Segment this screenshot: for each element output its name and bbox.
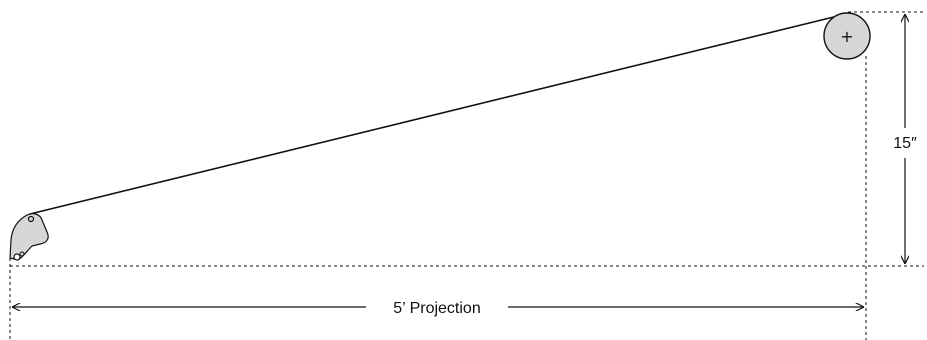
awning-arm-line	[29, 13, 847, 215]
pulley-wheel-icon: +	[823, 12, 871, 60]
projection-label: 5’ Projection	[393, 300, 480, 317]
pulley-symbol: +	[840, 27, 853, 46]
rise-label: 15″	[893, 135, 917, 152]
mounting-bracket-icon	[9, 213, 49, 261]
